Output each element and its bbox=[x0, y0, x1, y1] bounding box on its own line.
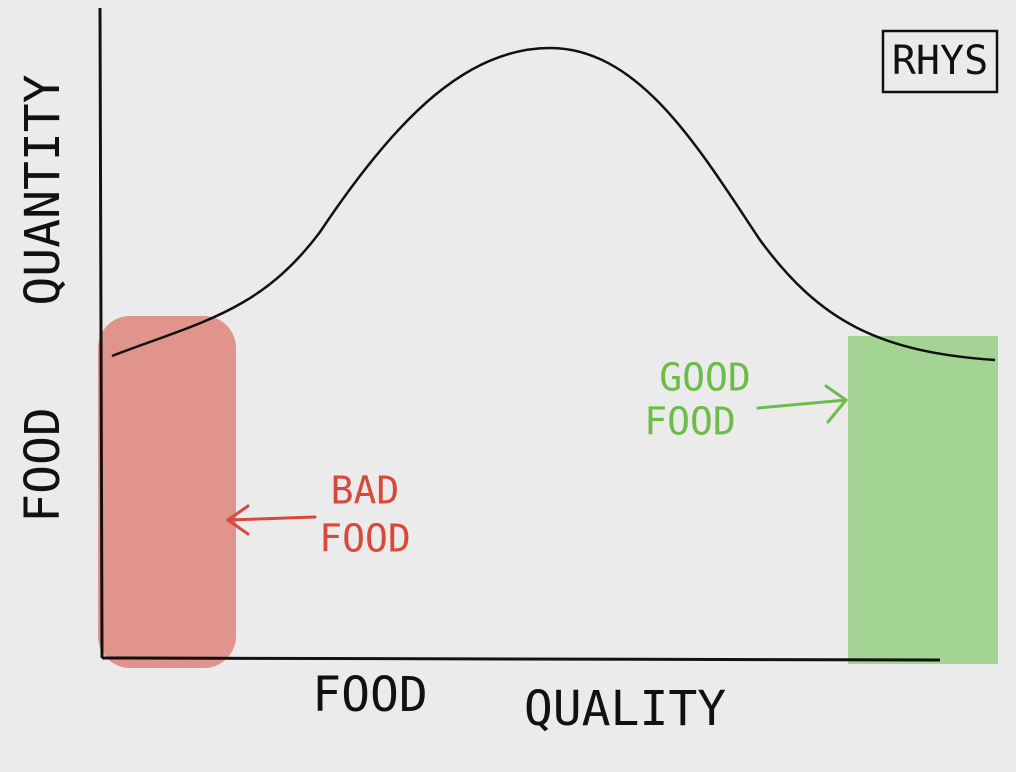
y-axis-label: FOOD bbox=[15, 407, 71, 523]
y-axis bbox=[98, 7, 104, 659]
arrow bbox=[225, 504, 317, 536]
annotation: BAD bbox=[331, 469, 400, 513]
annotation: GOOD bbox=[659, 356, 751, 400]
annotation: FOOD bbox=[319, 517, 411, 561]
distribution-curve bbox=[111, 46, 996, 362]
annotation: FOOD bbox=[644, 400, 736, 444]
x-axis-label: QUALITY bbox=[524, 681, 726, 737]
signature: RHYS bbox=[892, 38, 988, 84]
arrow bbox=[756, 384, 849, 424]
x-axis-label: FOOD bbox=[312, 667, 428, 723]
bad-food-region bbox=[98, 316, 236, 668]
x-axis bbox=[101, 656, 941, 662]
good-food-region bbox=[848, 336, 998, 664]
signature-box bbox=[881, 29, 999, 94]
y-axis-label: QUANTITY bbox=[15, 74, 71, 305]
